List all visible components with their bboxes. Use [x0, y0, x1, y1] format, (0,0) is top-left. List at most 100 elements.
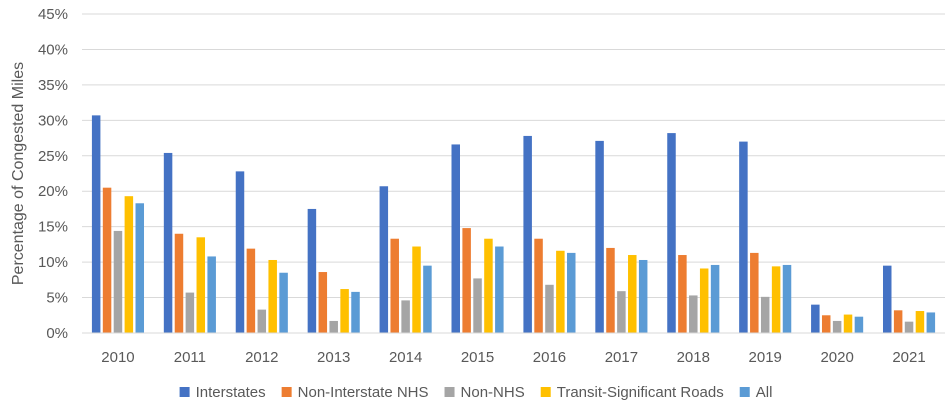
x-tick-label: 2021 [892, 349, 925, 366]
x-tick-label: 2012 [245, 349, 278, 366]
bar-non-nhs-2016 [545, 284, 554, 333]
legend-label: Non-Interstate NHS [298, 384, 429, 401]
bar-all-2019 [782, 264, 792, 333]
legend-label: Non-NHS [461, 384, 525, 401]
bar-transit-significant-roads-2010 [124, 196, 134, 333]
x-tick-label: 2020 [820, 349, 853, 366]
bar-interstates-2011 [163, 152, 173, 333]
legend-item-interstates: Interstates [179, 384, 266, 401]
x-tick-label: 2011 [174, 349, 206, 366]
bar-non-interstate-nhs-2017 [606, 247, 615, 333]
bar-non-interstate-nhs-2012 [246, 248, 256, 333]
bar-all-2015 [495, 246, 504, 333]
legend-item-non-interstate-nhs: Non-Interstate NHS [281, 384, 429, 401]
legend-item-all: All [739, 384, 773, 401]
y-tick-label: 20% [38, 183, 68, 200]
bar-transit-significant-roads-2020 [843, 314, 853, 333]
bar-interstates-2012 [235, 171, 245, 333]
bar-non-interstate-nhs-2020 [821, 315, 831, 333]
bar-transit-significant-roads-2021 [915, 311, 925, 333]
bar-non-nhs-2012 [257, 309, 267, 333]
bar-transit-significant-roads-2014 [412, 246, 421, 333]
legend-swatch [739, 387, 750, 397]
bar-interstates-2013 [307, 208, 317, 333]
bar-interstates-2010 [91, 115, 101, 333]
bar-transit-significant-roads-2012 [268, 259, 277, 333]
bar-non-nhs-2013 [329, 320, 338, 333]
bar-non-nhs-2010 [113, 230, 123, 333]
legend-swatch [281, 387, 292, 397]
y-tick-label: 0% [46, 325, 68, 342]
bar-interstates-2016 [523, 135, 532, 333]
bar-non-nhs-2014 [401, 300, 410, 333]
legend-item-transit-significant-roads: Transit-Significant Roads [540, 384, 724, 401]
y-tick-label: 15% [38, 219, 68, 236]
bar-non-interstate-nhs-2018 [678, 255, 687, 333]
bar-interstates-2017 [595, 140, 604, 333]
legend-swatch [540, 387, 551, 397]
legend-swatch [444, 387, 455, 397]
legend-label: All [756, 384, 773, 401]
bar-non-interstate-nhs-2010 [102, 187, 112, 333]
x-tick-label: 2019 [749, 349, 782, 366]
bar-transit-significant-roads-2015 [484, 238, 493, 333]
y-tick-label: 30% [38, 112, 68, 129]
bar-all-2021 [926, 312, 936, 333]
bar-non-interstate-nhs-2019 [750, 252, 759, 333]
bar-interstates-2021 [882, 265, 892, 333]
bar-all-2013 [351, 291, 360, 333]
x-tick-label: 2013 [317, 349, 350, 366]
x-tick-label: 2010 [101, 349, 134, 366]
bar-non-nhs-2015 [473, 278, 482, 333]
y-tick-label: 35% [38, 77, 68, 94]
bar-non-interstate-nhs-2016 [534, 238, 543, 333]
bar-non-interstate-nhs-2014 [390, 238, 399, 333]
bar-all-2014 [423, 265, 432, 333]
bar-all-2017 [638, 259, 648, 333]
bar-non-interstate-nhs-2013 [318, 272, 328, 333]
bar-non-nhs-2021 [904, 321, 914, 333]
y-tick-label: 40% [38, 41, 68, 58]
bar-non-nhs-2011 [185, 292, 195, 333]
y-tick-label: 25% [38, 148, 68, 165]
y-tick-label: 5% [46, 290, 68, 307]
legend-item-non-nhs: Non-NHS [444, 384, 525, 401]
bar-all-2010 [135, 203, 145, 333]
bar-interstates-2014 [379, 186, 389, 333]
legend-label: Transit-Significant Roads [557, 384, 724, 401]
bar-transit-significant-roads-2018 [699, 268, 709, 333]
x-tick-label: 2015 [461, 349, 494, 366]
bar-transit-significant-roads-2013 [340, 289, 349, 333]
x-tick-label: 2017 [605, 349, 638, 366]
x-tick-label: 2014 [389, 349, 422, 366]
bar-non-interstate-nhs-2011 [174, 233, 184, 333]
gridlines [82, 13, 945, 299]
legend: Interstates Non-Interstate NHS Non-NHS Tran… [179, 384, 773, 401]
bar-transit-significant-roads-2016 [556, 250, 565, 333]
bar-transit-significant-roads-2019 [771, 266, 781, 333]
bar-non-nhs-2018 [689, 295, 698, 333]
bar-all-2020 [854, 316, 864, 333]
bar-non-interstate-nhs-2015 [462, 228, 471, 333]
bar-all-2011 [207, 256, 216, 333]
bar-all-2016 [567, 252, 576, 333]
x-axis-ticks: 2010 2011 2012 2013 2014 2015 2016 2017 2018 2019… [101, 349, 925, 366]
legend-label: Interstates [196, 384, 266, 401]
bar-all-2018 [710, 264, 720, 333]
bar-transit-significant-roads-2017 [628, 255, 637, 333]
x-tick-label: 2018 [677, 349, 710, 366]
y-tick-label: 10% [38, 254, 68, 271]
bar-interstates-2019 [739, 141, 748, 333]
bar-interstates-2015 [451, 144, 460, 333]
y-axis-ticks: 0% 5% 10% 15% 20% 25% 30% 35% 40% 45% [38, 6, 68, 342]
bars [91, 115, 936, 333]
y-tick-label: 45% [38, 6, 68, 23]
bar-interstates-2020 [811, 304, 820, 333]
x-tick-label: 2016 [533, 349, 566, 366]
bar-non-interstate-nhs-2021 [893, 310, 903, 333]
bar-non-nhs-2019 [760, 296, 770, 333]
bar-non-nhs-2017 [617, 291, 626, 333]
y-axis-label: Percentage of Congested Miles [10, 62, 27, 285]
